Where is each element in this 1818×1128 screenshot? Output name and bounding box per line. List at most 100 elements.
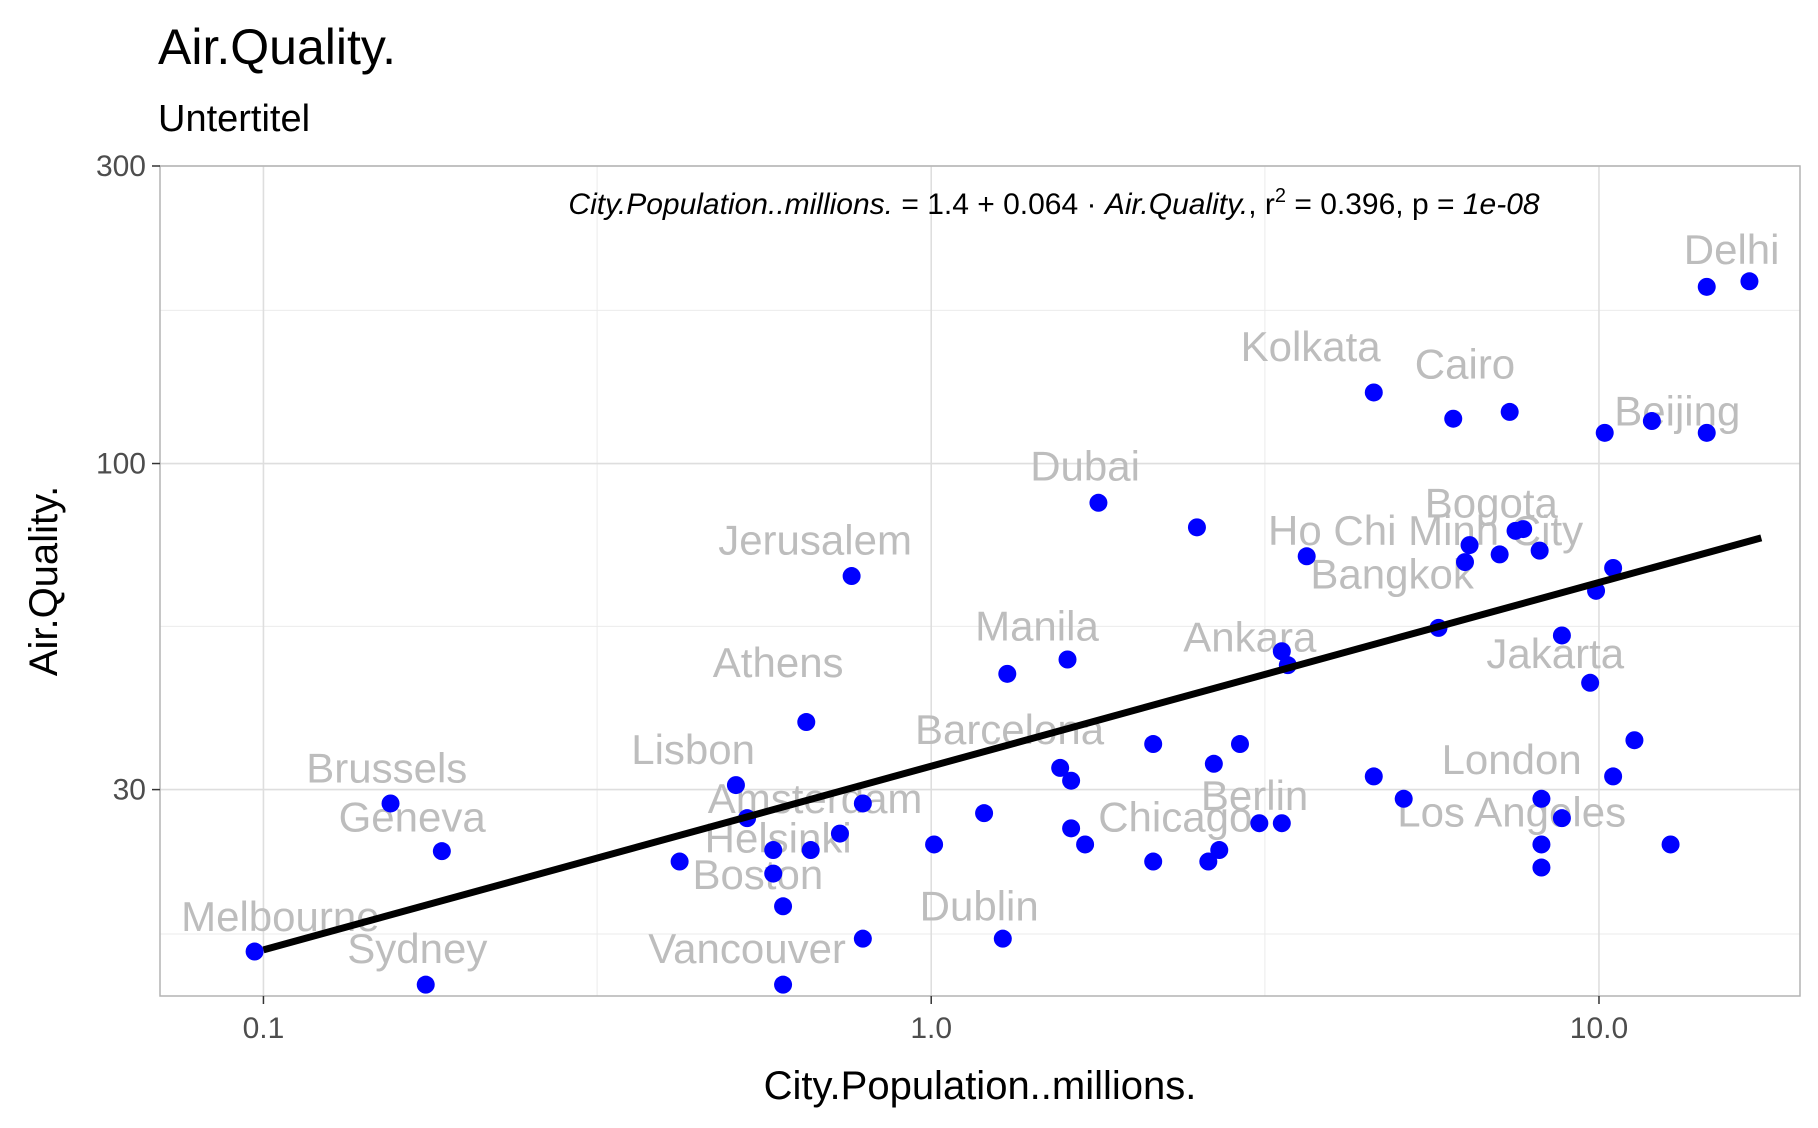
city-label: Bangkok — [1310, 551, 1474, 598]
data-point — [1460, 536, 1479, 555]
data-point — [1364, 767, 1383, 786]
data-point — [1532, 789, 1551, 808]
city-label: Boston — [692, 851, 823, 898]
data-point — [975, 804, 994, 823]
chart-subtitle: Untertitel — [158, 98, 310, 140]
plot-panel-border — [159, 165, 1801, 997]
city-label: Melbourne — [181, 893, 379, 940]
data-point — [853, 929, 872, 948]
data-point — [1394, 789, 1413, 808]
data-point — [1604, 558, 1623, 577]
data-point — [830, 824, 849, 843]
regression-line-group — [262, 534, 1763, 954]
annotation-r2-superscript: 2 — [1275, 185, 1286, 207]
x-tick-label: 10.0 — [1570, 1012, 1628, 1045]
data-point — [1144, 735, 1163, 754]
city-label: Berlin — [1201, 772, 1308, 819]
data-point — [1250, 814, 1269, 833]
data-point — [1552, 809, 1571, 828]
data-point — [1625, 731, 1644, 750]
city-label: Dublin — [920, 883, 1039, 930]
grid-lines — [160, 165, 1800, 996]
annotation-variable: Air.Quality. — [1103, 188, 1248, 221]
data-point — [1199, 852, 1218, 871]
city-label: Brussels — [306, 744, 467, 791]
city-label: London — [1442, 736, 1582, 783]
data-point — [1051, 758, 1070, 777]
data-point — [1089, 493, 1108, 512]
data-point — [1062, 819, 1081, 838]
data-point — [1444, 409, 1463, 428]
data-point — [774, 897, 793, 916]
data-point — [1552, 626, 1571, 645]
data-points — [245, 272, 1759, 994]
data-point — [1210, 841, 1229, 860]
city-label: Vancouver — [648, 925, 846, 972]
data-point — [797, 713, 816, 732]
city-label: Dubai — [1030, 442, 1140, 489]
data-point — [1697, 423, 1716, 442]
data-point — [432, 842, 451, 861]
data-point — [998, 664, 1017, 683]
city-label: Cairo — [1415, 340, 1515, 387]
data-point — [1062, 771, 1081, 790]
data-point — [1490, 545, 1509, 564]
y-tick-label: 300 — [96, 150, 146, 183]
y-tick-label: 100 — [96, 448, 146, 481]
data-point — [1144, 852, 1163, 871]
data-point — [1604, 767, 1623, 786]
data-point — [1272, 642, 1291, 661]
chart-title: Air.Quality. — [158, 19, 396, 75]
data-point — [1272, 814, 1291, 833]
regression-line — [262, 534, 1763, 954]
data-point — [801, 841, 820, 860]
city-label: Beijing — [1614, 388, 1740, 435]
data-point — [1642, 412, 1661, 431]
annotation-lhs: City.Population..millions. — [568, 188, 893, 221]
annotation-p-value: 1e-08 — [1463, 188, 1540, 221]
city-label: Chicago — [1098, 793, 1252, 840]
data-point — [925, 835, 944, 854]
city-label: Sydney — [347, 925, 487, 972]
city-label: Delhi — [1684, 226, 1780, 273]
data-point — [774, 975, 793, 994]
city-label: Athens — [713, 639, 844, 686]
data-point — [1230, 735, 1249, 754]
data-point — [1058, 650, 1077, 669]
data-point — [1204, 754, 1223, 773]
data-point — [853, 794, 872, 813]
city-label: Los Angeles — [1397, 788, 1626, 835]
y-axis-ticks: 30 100 300 — [96, 150, 160, 807]
annotation-r2-label: , r — [1248, 188, 1275, 221]
city-label: Ankara — [1183, 613, 1317, 660]
city-label: Jerusalem — [718, 516, 912, 563]
data-point — [1076, 835, 1095, 854]
data-point — [1595, 423, 1614, 442]
data-point — [1500, 402, 1519, 421]
annotation-equation: = 1.4 + 0.064 · — [893, 188, 1105, 221]
y-axis-title: Air.Quality. — [22, 486, 66, 676]
data-point — [1532, 835, 1551, 854]
data-point — [764, 841, 783, 860]
city-label: Lisbon — [631, 726, 755, 773]
city-label: Manila — [975, 603, 1099, 650]
data-point — [842, 567, 861, 586]
x-axis-title: City.Population..millions. — [764, 1064, 1197, 1108]
y-tick-label: 30 — [113, 774, 146, 807]
data-point — [1187, 518, 1206, 537]
data-point — [1740, 272, 1759, 291]
city-label: Geneva — [339, 793, 487, 840]
city-label: Bogota — [1425, 479, 1559, 526]
data-point — [381, 794, 400, 813]
x-axis-ticks: 0.1 1.0 10.0 — [243, 996, 1628, 1045]
data-point — [993, 929, 1012, 948]
data-point — [1455, 553, 1474, 572]
data-point — [1514, 520, 1533, 539]
annotation-r2-value: = 0.396, p = — [1286, 188, 1463, 221]
data-point — [1364, 383, 1383, 402]
data-point — [1297, 547, 1316, 566]
data-point — [1530, 541, 1549, 560]
data-point — [726, 776, 745, 795]
